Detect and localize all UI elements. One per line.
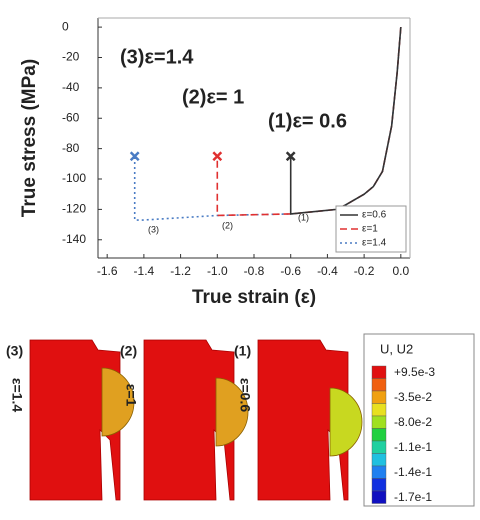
x-axis-label: True strain (ε) [192,287,316,308]
panel-strain: ε=0.6 [237,378,253,412]
x-tick-label: 0.0 [392,264,409,278]
x-tick-label: -1.4 [134,264,155,278]
colorbar-label: -3.5e-2 [394,390,432,404]
colorbar-swatch [371,440,387,454]
annotation: (1)ε= 0.6 [268,110,347,132]
y-tick-label: -140 [62,232,86,246]
legend-label: ε=0.6 [362,210,387,221]
legend-label: ε=1.4 [362,238,387,249]
deformed-body [257,339,349,501]
panel-label: (2) [120,343,137,359]
colorbar-label: -1.4e-1 [394,465,432,479]
colorbar-swatch [371,490,387,504]
x-tick-label: -1.6 [97,264,118,278]
colorbar-swatch [371,378,387,392]
colorbar-swatch [371,390,387,404]
failure-marker [129,151,140,162]
y-axis-label: True stress (MPa) [19,59,40,217]
y-tick-label: 0 [62,19,69,33]
colorbar-swatch [371,403,387,417]
x-tick-label: -0.8 [244,264,265,278]
y-tick-label: -80 [62,141,80,155]
colorbar-swatch [371,465,387,479]
annotation: (1) [298,212,309,222]
colorbar-swatch [371,428,387,442]
x-tick-label: -0.4 [317,264,338,278]
indenter [329,387,363,457]
series-line [289,27,402,215]
colorbar-swatch [371,415,387,429]
y-tick-label: -120 [62,202,86,216]
colorbar-swatch [371,365,387,379]
y-tick-label: -100 [62,171,86,185]
colorbar-label: -1.1e-1 [394,440,432,454]
deformed-body [143,339,235,501]
colorbar-label: -8.0e-2 [394,415,432,429]
colorbar-swatch [371,478,387,492]
legend-label: ε=1 [362,224,378,235]
colorbar-label: +9.5e-3 [394,365,435,379]
y-tick-label: -40 [62,80,80,94]
y-tick-label: -60 [62,110,80,124]
failure-marker [212,151,223,162]
indenter [215,377,249,447]
contour-legend-title: U, U2 [380,341,413,356]
colorbar-swatch [371,453,387,467]
annotation: (3)ε=1.4 [120,46,194,68]
annotation: (2) [222,220,233,230]
annotation: (2)ε= 1 [182,86,244,108]
x-tick-label: -0.6 [280,264,301,278]
x-tick-label: -1.2 [170,264,191,278]
x-tick-label: -0.2 [354,264,375,278]
panel-strain: ε=1 [123,384,139,407]
y-tick-label: -20 [62,50,80,64]
panel-label: (1) [234,343,251,359]
failure-marker [285,151,296,162]
colorbar-label: -1.7e-1 [394,490,432,504]
legend-box [335,205,407,253]
deformed-body [29,339,121,501]
annotation: (3) [148,224,159,234]
panel-label: (3) [6,343,23,359]
panel-strain: ε=1.4 [9,378,25,412]
indenter [101,367,135,437]
x-tick-label: -1.0 [207,264,228,278]
